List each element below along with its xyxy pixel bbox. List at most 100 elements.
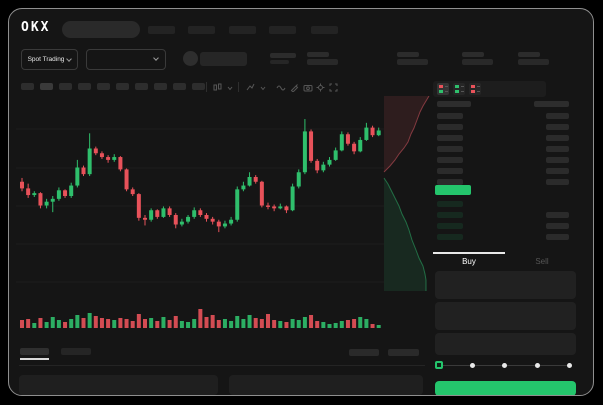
tab-buy[interactable]: Buy: [433, 252, 505, 270]
interval-button-placeholder[interactable]: [59, 83, 72, 90]
orderbook-bid-row[interactable]: [433, 234, 578, 241]
overlay-wave-button[interactable]: [275, 82, 286, 93]
ask-amount-placeholder: [546, 146, 569, 152]
nav-item-placeholder[interactable]: [188, 26, 215, 34]
buy-tab-label: Buy: [462, 256, 476, 266]
ask-price-placeholder: [437, 135, 463, 141]
interval-button-placeholder[interactable]: [173, 83, 186, 90]
orderbook-ask-row[interactable]: [433, 124, 578, 131]
slider-step-dot[interactable]: [502, 363, 507, 368]
chevron-down-icon: [66, 55, 73, 62]
wave-icon: [276, 85, 285, 91]
bottom-right-placeholder[interactable]: [349, 349, 379, 356]
slider-handle[interactable]: [435, 361, 443, 369]
pair-select[interactable]: [86, 49, 166, 70]
tab-sell[interactable]: Sell: [506, 252, 578, 270]
orderbook-combined-icon[interactable]: [437, 83, 449, 95]
total-field[interactable]: [435, 333, 576, 355]
amount-field[interactable]: [435, 302, 576, 330]
nav-item-placeholder[interactable]: [311, 26, 338, 34]
bid-price-placeholder: [437, 223, 463, 229]
ask-price-placeholder: [437, 146, 463, 152]
indicator-icon: [246, 83, 255, 91]
draw-button[interactable]: [289, 82, 300, 93]
interval-button-placeholder[interactable]: [40, 83, 53, 90]
nav-item-placeholder[interactable]: [229, 26, 256, 34]
orderbook-ask-row[interactable]: [433, 179, 578, 186]
chart-settings-button[interactable]: [315, 82, 326, 93]
orderbook-ask-row[interactable]: [433, 146, 578, 153]
interval-button-placeholder[interactable]: [21, 83, 34, 90]
last-price-row[interactable]: [435, 185, 471, 195]
ask-price-placeholder: [437, 168, 463, 174]
bid-price-placeholder: [437, 201, 463, 207]
orderbook-bid-row[interactable]: [433, 201, 578, 208]
ask-amount-placeholder: [546, 124, 569, 130]
ask-price-placeholder: [437, 113, 463, 119]
candle-style-button[interactable]: [212, 82, 223, 93]
bottom-tab-placeholder[interactable]: [61, 348, 91, 355]
orderbook-bid-row[interactable]: [433, 212, 578, 219]
orderbook-view-toolbar: [433, 81, 546, 97]
stat-group: [307, 52, 339, 66]
interval-button-placeholder[interactable]: [78, 83, 91, 90]
ask-price-placeholder: [437, 124, 463, 130]
ask-amount-placeholder: [546, 157, 569, 163]
slider-step-dot[interactable]: [534, 363, 540, 368]
interval-button-placeholder[interactable]: [97, 83, 110, 90]
stat-value-placeholder: [518, 59, 549, 65]
bottom-panel: [229, 375, 423, 395]
bid-amount-placeholder: [546, 234, 569, 240]
pair-name-placeholder: [200, 52, 247, 66]
indicator-button[interactable]: [245, 82, 256, 93]
orderbook-ask-row[interactable]: [433, 157, 578, 164]
market-type-select[interactable]: Spot Trading: [21, 49, 78, 70]
orderbook-ask-row[interactable]: [433, 113, 578, 120]
price-sub-placeholder: [270, 60, 289, 64]
stat-group: [518, 52, 550, 66]
price-placeholder: [270, 53, 296, 58]
interval-button-placeholder[interactable]: [116, 83, 129, 90]
candle-style-chevron[interactable]: [224, 82, 235, 93]
camera-icon: [303, 85, 312, 92]
bid-amount-placeholder: [546, 223, 569, 229]
orderbook-ask-row[interactable]: [433, 135, 578, 142]
candlestick-chart[interactable]: [16, 98, 384, 336]
ask-amount-placeholder: [546, 113, 569, 119]
orderbook-ask-row[interactable]: [433, 168, 578, 175]
bottom-right-placeholder[interactable]: [388, 349, 419, 356]
stat-label-placeholder: [307, 52, 329, 57]
bottom-tab-placeholder-active[interactable]: [20, 348, 49, 355]
interval-button-placeholder[interactable]: [135, 83, 148, 90]
bottom-panel: [19, 375, 218, 395]
sell-tab-label: Sell: [535, 256, 549, 266]
price-field[interactable]: [435, 271, 576, 299]
search-input[interactable]: [62, 21, 140, 38]
orderbook-price-header-placeholder: [437, 101, 471, 107]
interval-button-placeholder[interactable]: [154, 83, 167, 90]
stat-value-placeholder: [397, 59, 428, 65]
bid-price-placeholder: [437, 234, 463, 240]
snapshot-button[interactable]: [302, 82, 313, 93]
amount-slider: [435, 359, 576, 373]
slider-step-dot[interactable]: [567, 363, 572, 368]
stat-value-placeholder: [462, 59, 493, 65]
indicator-chevron[interactable]: [257, 82, 268, 93]
nav-item-placeholder[interactable]: [269, 26, 296, 34]
interval-button-placeholder[interactable]: [192, 83, 205, 90]
stat-value-placeholder: [307, 59, 338, 65]
fullscreen-button[interactable]: [328, 82, 339, 93]
orderbook-bid-row[interactable]: [433, 223, 578, 230]
fullscreen-icon: [329, 83, 338, 92]
ask-amount-placeholder: [546, 168, 569, 174]
depth-chart[interactable]: [382, 96, 431, 291]
slider-step-dot[interactable]: [469, 363, 475, 368]
orderbook-asks-icon[interactable]: [469, 83, 481, 95]
market-type-label: Spot Trading: [27, 56, 65, 63]
stat-group: [462, 52, 494, 66]
candle-style-icon: [213, 83, 222, 91]
orderbook-bids-icon[interactable]: [453, 83, 465, 95]
okx-logo[interactable]: OKX: [21, 20, 51, 35]
nav-item-placeholder[interactable]: [148, 26, 175, 34]
buy-submit-button[interactable]: [435, 381, 576, 395]
